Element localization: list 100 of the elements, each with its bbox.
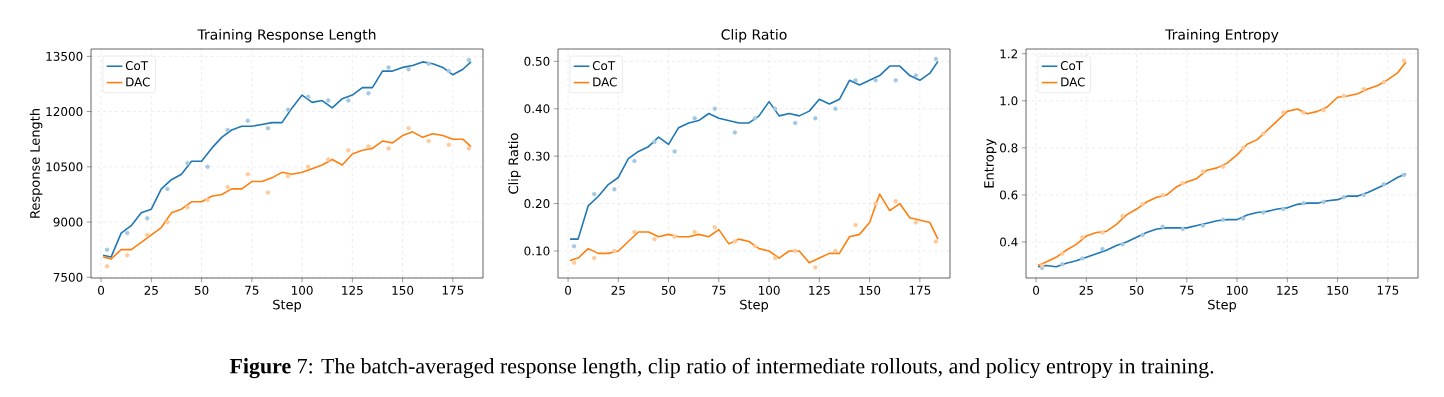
y-tick-label: 10500	[46, 162, 83, 172]
x-tick-label: 150	[859, 285, 881, 295]
x-tick-label: 50	[661, 285, 676, 295]
point	[692, 116, 697, 121]
x-tick-label: 175	[909, 285, 931, 295]
point	[366, 90, 371, 96]
point	[833, 106, 838, 111]
point	[1120, 213, 1125, 219]
point	[165, 186, 170, 192]
point	[752, 244, 758, 249]
point	[1060, 251, 1065, 256]
point	[793, 248, 798, 254]
point	[1401, 58, 1407, 63]
point	[1080, 235, 1085, 240]
x-tick-label: 0	[1033, 285, 1040, 295]
point	[1401, 172, 1407, 178]
x-tick-label: 175	[1377, 285, 1399, 295]
y-tick-label: 0.10	[524, 246, 550, 256]
point	[632, 229, 637, 235]
point	[933, 56, 939, 62]
point	[1100, 230, 1105, 235]
point	[692, 229, 697, 235]
y-tick-label: 9000	[53, 217, 83, 227]
x-tick-label: 75	[245, 285, 259, 295]
point	[366, 144, 371, 149]
point	[571, 260, 577, 266]
chart-title: Training Entropy	[1165, 29, 1279, 43]
point	[124, 230, 130, 236]
point	[712, 106, 718, 111]
x-tick-label: 0	[565, 285, 572, 295]
point	[813, 265, 818, 270]
point	[346, 148, 351, 153]
point	[1361, 192, 1366, 198]
point	[1060, 262, 1065, 267]
point	[305, 94, 311, 100]
x-tick-label: 125	[809, 285, 830, 295]
point	[873, 201, 878, 206]
point	[1281, 206, 1286, 212]
point	[265, 190, 271, 195]
point	[466, 146, 472, 151]
point	[933, 239, 939, 244]
legend-label: CoT	[592, 61, 616, 71]
point	[326, 157, 331, 162]
point	[913, 220, 919, 225]
point	[165, 219, 170, 225]
point	[1261, 131, 1266, 136]
x-tick-label: 25	[611, 285, 625, 295]
point	[1341, 195, 1346, 200]
x-tick-label: 25	[144, 285, 158, 295]
point	[386, 146, 391, 151]
point	[732, 130, 738, 135]
point	[1240, 145, 1246, 151]
x-tick-label: 150	[1327, 285, 1349, 295]
point	[205, 197, 210, 203]
point	[853, 78, 858, 83]
point	[1120, 242, 1125, 247]
y-tick-label: 0.30	[524, 151, 550, 161]
point	[772, 106, 778, 111]
point	[185, 160, 190, 166]
point	[1301, 110, 1306, 115]
point	[466, 57, 472, 63]
y-tick-label: 1.2	[1000, 49, 1018, 59]
point	[124, 252, 130, 258]
point	[406, 67, 411, 72]
point	[1140, 202, 1145, 207]
x-tick-label: 50	[194, 285, 209, 295]
x-tick-label: 75	[1180, 285, 1194, 295]
point	[1180, 180, 1186, 186]
point	[1240, 216, 1246, 221]
point	[672, 234, 677, 239]
point	[632, 158, 637, 164]
point	[1200, 223, 1206, 228]
point	[1361, 86, 1366, 92]
y-tick-label: 0.20	[524, 199, 550, 209]
point	[285, 173, 291, 179]
point	[893, 199, 898, 204]
point	[1140, 232, 1145, 238]
legend-label: DAC	[593, 77, 617, 87]
point	[793, 120, 798, 126]
x-tick-label: 175	[442, 285, 464, 295]
point	[833, 248, 838, 254]
y-tick-label: 1.0	[1000, 96, 1018, 106]
y-axis-title: Clip Ratio	[508, 133, 521, 194]
point	[1381, 182, 1387, 187]
point	[893, 78, 898, 83]
x-tick-label: 25	[1079, 285, 1093, 295]
legend-label: DAC	[1061, 77, 1085, 87]
point	[1220, 217, 1226, 222]
point	[1261, 210, 1266, 215]
x-tick-label: 50	[1129, 285, 1144, 295]
x-axis-title: Step	[1208, 299, 1237, 312]
x-tick-label: 125	[1277, 285, 1298, 295]
point	[446, 68, 452, 74]
point	[285, 107, 291, 112]
point	[612, 187, 617, 192]
y-tick-label: 13500	[46, 51, 83, 61]
point	[672, 149, 677, 154]
point	[652, 139, 657, 145]
point	[772, 255, 778, 261]
y-axis-title: Response Length	[29, 109, 43, 218]
